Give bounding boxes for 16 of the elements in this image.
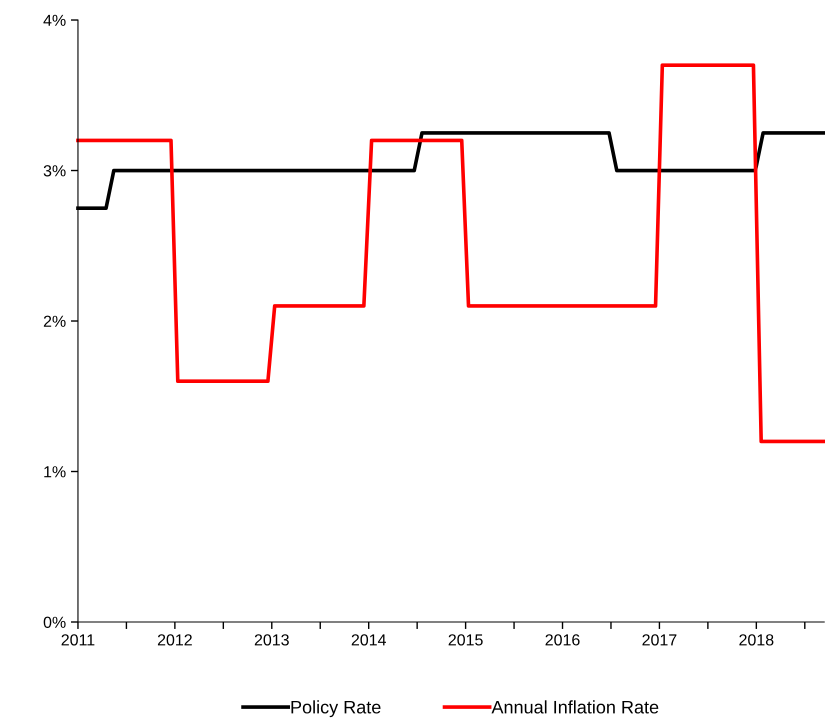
legend-label: Policy Rate (291, 700, 381, 718)
legend-label: Annual Inflation Rate (491, 700, 658, 714)
x-tick-label: 2017 (642, 634, 676, 646)
x-tick-label: 2016 (546, 634, 580, 646)
x-tick-label: 2013 (254, 634, 289, 646)
x-tick-label: 2012 (158, 634, 192, 646)
x-tick-label: 2014 (352, 634, 386, 646)
y-tick-label: 2% (44, 316, 66, 327)
x-tick-label: 2011 (62, 634, 94, 646)
x-tick-label: 2015 (448, 634, 483, 646)
y-tick-label: 4% (43, 14, 66, 26)
line-series (76, 63, 825, 444)
y-tick-label: 3% (44, 165, 66, 176)
y-tick-label: 1% (44, 466, 66, 478)
x-tick-label: 2018 (739, 634, 774, 646)
y-tick-label: 0% (44, 616, 66, 628)
